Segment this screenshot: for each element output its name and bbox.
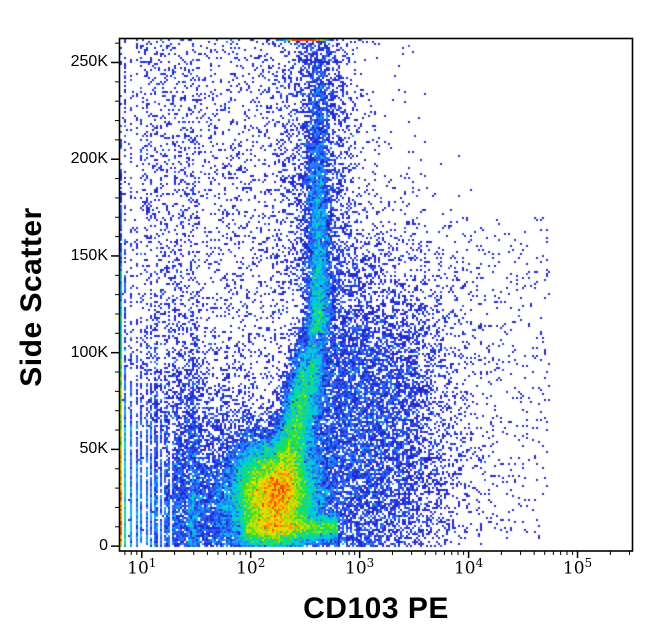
y-axis-title: Side Scatter: [15, 207, 48, 387]
x-tick-label: 102: [236, 556, 266, 579]
y-tick-label: 250K: [70, 53, 108, 71]
y-tick-label: 150K: [70, 246, 108, 264]
x-axis-title: CD103 PE: [303, 592, 449, 625]
x-tick-label: 101: [127, 556, 157, 579]
y-tick-label: 200K: [70, 150, 108, 168]
density-plot-canvas: [120, 39, 632, 550]
x-tick-label: 104: [453, 556, 484, 579]
y-tick-label: 100K: [70, 343, 108, 361]
y-tick-label: 0: [99, 537, 108, 555]
x-tick-label: 105: [562, 556, 593, 579]
y-tick-label: 50K: [79, 440, 108, 458]
x-tick-label: 103: [345, 556, 375, 579]
